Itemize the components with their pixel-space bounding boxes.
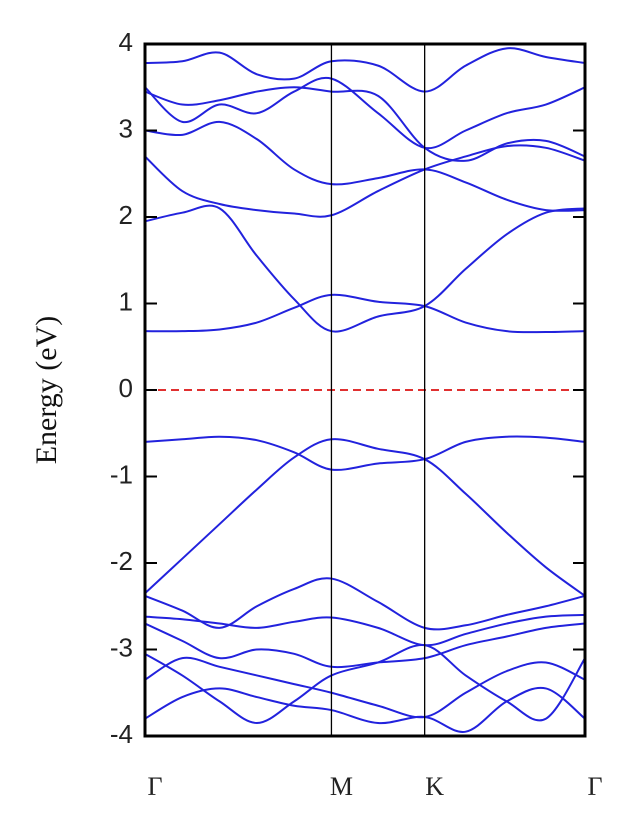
band-line	[145, 435, 585, 471]
band-line	[145, 438, 585, 597]
x-tick-label: K	[425, 772, 444, 801]
band-line	[145, 644, 585, 725]
band-line	[145, 47, 585, 93]
y-tick-label: 3	[119, 113, 133, 143]
x-tick-label: Γ	[587, 772, 602, 801]
band-line	[145, 656, 585, 719]
band-line	[145, 86, 585, 162]
y-tick-label: 1	[119, 286, 133, 316]
y-tick-label: -2	[110, 546, 133, 576]
x-tick-label: M	[330, 772, 353, 801]
band-line	[145, 577, 585, 631]
band-line	[145, 76, 585, 150]
y-axis-label: Energy (eV)	[30, 316, 63, 465]
x-tick-label: Γ	[147, 772, 162, 801]
y-tick-label: -4	[110, 719, 133, 749]
y-tick-label: 0	[119, 373, 133, 403]
band-line	[145, 120, 585, 212]
band-line	[145, 622, 585, 669]
band-line	[145, 293, 585, 334]
y-tick-label: -1	[110, 459, 133, 489]
plot-area	[145, 47, 585, 733]
band-line	[145, 204, 585, 333]
y-tick-label: 2	[119, 200, 133, 230]
band-line	[145, 144, 585, 218]
band-line	[145, 613, 585, 647]
band-line	[145, 686, 585, 733]
y-tick-label: 4	[119, 27, 133, 57]
y-tick-label: -3	[110, 632, 133, 662]
